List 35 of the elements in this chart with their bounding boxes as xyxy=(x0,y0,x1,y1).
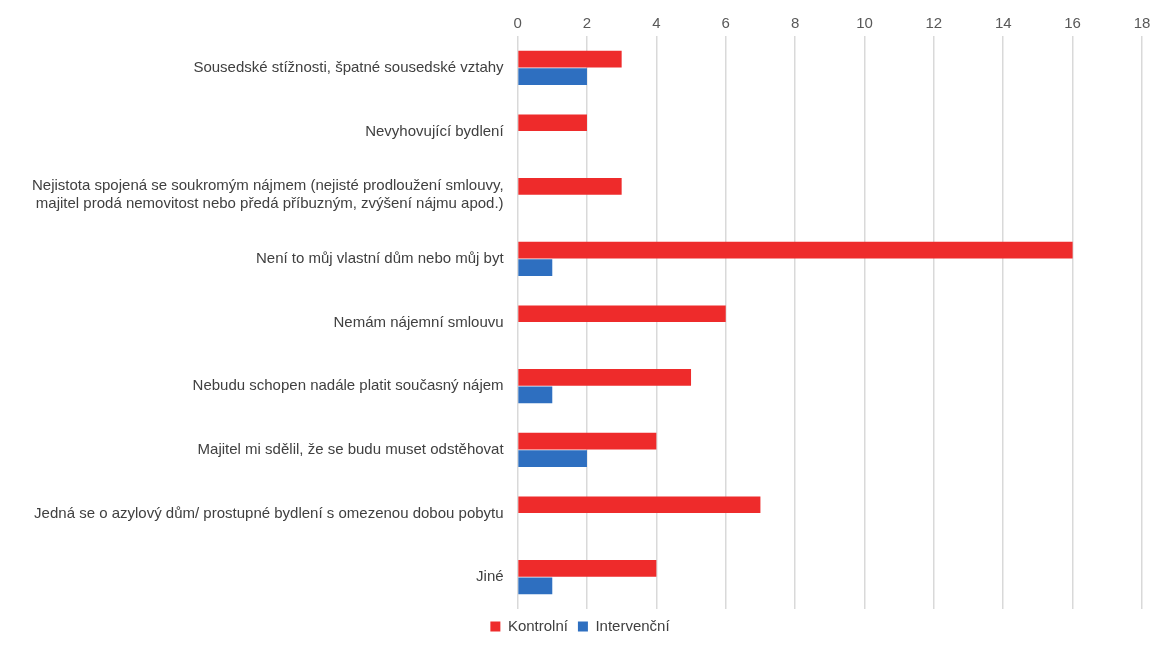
bar xyxy=(518,114,587,132)
bar xyxy=(518,450,587,467)
x-tick-label: 12 xyxy=(925,14,943,32)
legend-label: Kontrolní xyxy=(507,616,569,634)
x-tick-label: 6 xyxy=(721,14,730,32)
x-tick-label: 14 xyxy=(994,14,1012,32)
x-tick-label: 2 xyxy=(582,14,592,32)
y-tick-label: Nevyhovující bydlení xyxy=(365,121,505,139)
x-tick-label: 16 xyxy=(1064,14,1081,32)
x-tick-label: 4 xyxy=(652,14,661,32)
legend-label: Intervenční xyxy=(595,616,671,634)
bar xyxy=(518,50,622,68)
y-tick-label: Nebudu schopen nadále platit současný nájem xyxy=(192,376,504,394)
x-tick-label: 10 xyxy=(856,14,873,32)
y-tick-label: Jedná se o azylový dům/ prostupné bydlení s omezenou dobou pobytu xyxy=(34,503,504,521)
y-tick-label: Nejistota spojená se soukromým nájmem (nejisté prodloužení smlouvy, majitel prodá nemovitost nebo předá příbuzným, zvýšení nájmu apod.) xyxy=(32,176,504,212)
y-tick-label: Nemám nájemní smlouvu xyxy=(333,312,504,330)
bar xyxy=(518,305,726,323)
y-tick-label: Majitel mi sdělil, že se budu muset odstěhovat xyxy=(197,439,505,457)
bar xyxy=(518,386,553,404)
x-tick-label: 8 xyxy=(790,14,800,32)
bar xyxy=(518,432,657,450)
x-tick-label: 18 xyxy=(1133,14,1151,32)
bar xyxy=(518,560,657,577)
bar xyxy=(518,68,587,85)
y-tick-label: Sousedské stížnosti, špatné sousedské vztahy xyxy=(193,57,505,75)
y-tick-label: Není to můj vlastní dům nebo můj byt xyxy=(255,248,505,266)
bar xyxy=(518,259,553,276)
x-tick-label: 0 xyxy=(513,14,522,32)
bar xyxy=(518,241,1073,259)
bar xyxy=(518,369,692,386)
bar xyxy=(518,577,553,595)
bar xyxy=(518,178,622,195)
y-tick-label: Jiné xyxy=(476,567,504,585)
bar xyxy=(518,496,761,514)
